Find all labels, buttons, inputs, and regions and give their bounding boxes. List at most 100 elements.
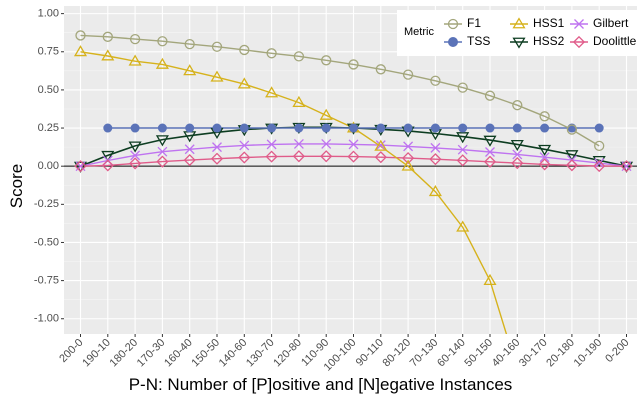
y-tick-label: -0.25 xyxy=(34,198,59,210)
data-point-gilbert xyxy=(293,138,304,149)
x-tick-label: 130-70 xyxy=(244,337,277,370)
data-point-tss xyxy=(157,123,167,133)
data-point-doolittle xyxy=(565,159,578,172)
data-point-hss1 xyxy=(155,57,169,69)
x-tick-label: 170-30 xyxy=(135,337,168,370)
data-point-f1 xyxy=(348,59,359,70)
data-point-hss1 xyxy=(319,108,333,120)
data-point-hss1 xyxy=(101,49,115,61)
data-point-tss xyxy=(185,123,195,133)
data-point-hss1 xyxy=(428,184,442,197)
x-tick-label: 190-10 xyxy=(80,337,113,370)
data-point-f1 xyxy=(430,75,441,86)
legend-label-f1: F1 xyxy=(467,16,481,30)
data-point-tss xyxy=(540,123,550,133)
x-tick-label: 180-20 xyxy=(108,337,141,370)
data-point-tss xyxy=(376,123,386,133)
data-point-gilbert xyxy=(457,144,468,155)
data-point-f1 xyxy=(293,51,305,62)
legend-label-tss: TSS xyxy=(467,34,490,48)
data-point-gilbert xyxy=(130,150,141,161)
data-point-hss1 xyxy=(183,64,197,76)
data-point-hss1 xyxy=(73,45,88,57)
data-point-hss1 xyxy=(483,273,497,286)
data-point-f1 xyxy=(102,31,113,42)
x-tick-label: 160-40 xyxy=(162,337,195,370)
data-point-f1 xyxy=(321,55,332,66)
data-point-hss2 xyxy=(483,135,497,147)
data-point-doolittle xyxy=(210,152,224,165)
y-axis-title: Score xyxy=(7,164,26,208)
legend-marker-tss xyxy=(448,37,458,47)
series-line-doolittle xyxy=(80,155,627,167)
data-point-tss xyxy=(403,123,413,133)
legend-marker-hss1 xyxy=(512,17,526,29)
data-point-hss2 xyxy=(456,132,470,144)
data-point-gilbert xyxy=(403,141,414,152)
data-point-doolittle xyxy=(374,151,387,164)
data-point-f1 xyxy=(566,124,578,135)
data-point-f1 xyxy=(539,111,550,122)
data-point-doolittle xyxy=(483,155,497,168)
data-point-doolittle xyxy=(74,160,87,173)
data-point-doolittle xyxy=(320,150,333,163)
data-point-hss1 xyxy=(210,70,224,82)
y-tick-label: 0.50 xyxy=(38,84,59,96)
data-point-doolittle xyxy=(156,155,169,168)
legend-label-doolittle: Doolittle xyxy=(593,34,637,48)
data-point-f1 xyxy=(75,30,86,41)
x-tick-label: 150-50 xyxy=(189,337,222,370)
x-tick-label: 10-190 xyxy=(572,337,605,370)
data-point-hss2 xyxy=(538,144,552,156)
data-point-doolittle xyxy=(238,151,251,164)
data-point-doolittle xyxy=(456,154,469,167)
legend-label-hss2: HSS2 xyxy=(533,34,565,48)
y-tick-label: 0.25 xyxy=(38,122,59,134)
data-point-doolittle xyxy=(429,153,442,166)
data-point-hss1 xyxy=(374,139,388,151)
x-tick-label: 140-60 xyxy=(217,337,250,370)
data-point-f1 xyxy=(402,69,414,80)
data-point-doolittle xyxy=(183,153,196,167)
data-point-f1 xyxy=(484,90,496,101)
data-point-f1 xyxy=(512,100,523,111)
data-point-doolittle xyxy=(620,160,633,173)
data-point-hss2 xyxy=(128,141,142,153)
data-point-tss xyxy=(239,123,249,133)
data-point-gilbert xyxy=(348,139,359,150)
data-point-gilbert xyxy=(375,140,386,151)
data-point-f1 xyxy=(239,44,250,56)
data-point-doolittle xyxy=(538,158,551,171)
legend-box xyxy=(397,10,637,56)
data-point-hss1 xyxy=(237,77,251,89)
data-point-hss2 xyxy=(73,161,88,173)
data-point-gilbert xyxy=(157,146,168,157)
data-point-f1 xyxy=(211,41,223,52)
data-point-doolittle xyxy=(101,159,114,172)
data-point-f1 xyxy=(594,140,605,152)
data-point-gilbert xyxy=(512,149,523,160)
y-tick-label: -0.50 xyxy=(34,236,59,248)
x-tick-label: 90-110 xyxy=(354,337,386,369)
y-tick-label: 0.75 xyxy=(38,46,59,58)
data-point-doolittle xyxy=(511,157,524,170)
legend-marker-hss2 xyxy=(512,37,526,49)
data-point-tss xyxy=(267,123,277,133)
data-point-gilbert xyxy=(239,140,250,151)
x-tick-label: 30-170 xyxy=(517,337,550,370)
x-tick-label: 80-120 xyxy=(381,337,414,370)
data-point-gilbert xyxy=(184,144,195,155)
data-point-tss xyxy=(349,123,358,133)
x-tick-label: 60-140 xyxy=(435,337,468,370)
data-point-tss xyxy=(103,123,113,133)
x-tick-label: 0-200 xyxy=(603,337,631,365)
data-point-hss1 xyxy=(292,95,306,107)
legend-marker-doolittle xyxy=(572,35,586,49)
data-point-gilbert xyxy=(485,147,495,157)
data-point-gilbert xyxy=(212,142,222,153)
data-point-f1 xyxy=(266,48,277,59)
data-point-gilbert xyxy=(594,158,605,169)
data-point-tss xyxy=(321,123,331,133)
data-point-gilbert xyxy=(430,142,441,153)
data-point-f1 xyxy=(157,36,168,47)
